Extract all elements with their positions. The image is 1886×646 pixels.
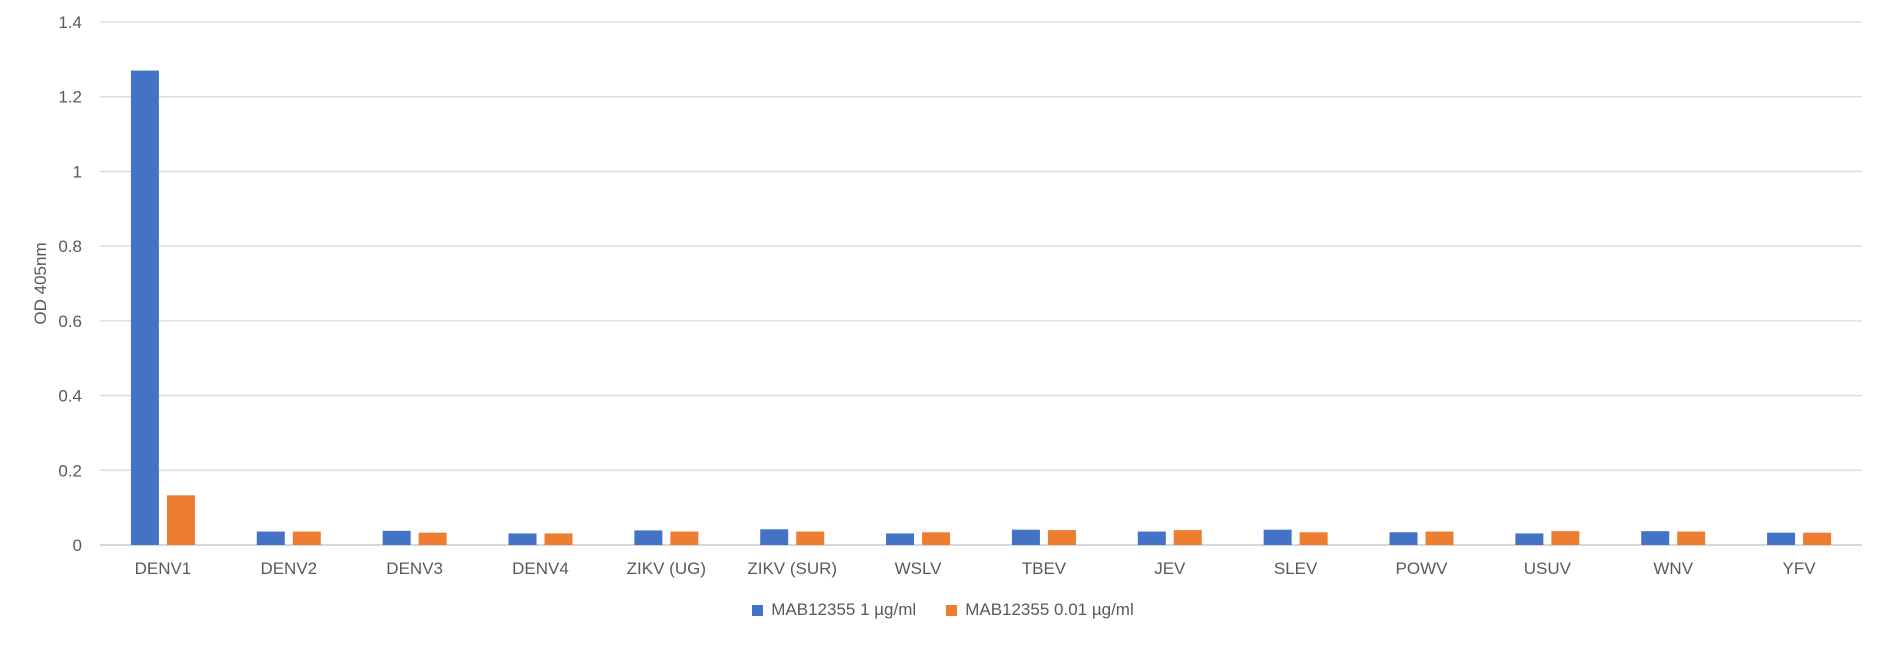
bar [1767, 532, 1796, 545]
bar [634, 530, 663, 545]
bar [1641, 531, 1670, 545]
x-tick-label: POWV [1396, 559, 1449, 578]
bar [1047, 530, 1076, 545]
bar [760, 529, 789, 545]
bar [1137, 531, 1166, 545]
legend-label-series-2: MAB12355 0.01 µg/ml [965, 600, 1134, 619]
y-tick-label: 0.6 [58, 312, 82, 331]
y-tick-label: 0.8 [58, 237, 82, 256]
bar [796, 531, 825, 545]
bar [130, 70, 159, 546]
bar [1011, 529, 1040, 545]
x-tick-label: WNV [1653, 559, 1693, 578]
y-tick-label: 1.4 [58, 13, 82, 32]
legend-label-series-1: MAB12355 1 µg/ml [771, 600, 917, 619]
x-tick-label: DENV2 [260, 559, 317, 578]
bar [256, 531, 285, 545]
y-tick-label: 1 [73, 162, 82, 181]
bar [1677, 531, 1706, 545]
legend-swatch-series-2 [946, 604, 958, 616]
bar [292, 531, 321, 545]
legend-item-series-2: MAB12355 0.01 µg/ml [946, 600, 1134, 620]
x-tick-label: ZIKV (UG) [627, 559, 706, 578]
x-tick-label: TBEV [1022, 559, 1067, 578]
bar [1299, 532, 1328, 545]
x-tick-label: DENV1 [135, 559, 192, 578]
bar [1551, 531, 1580, 545]
x-tick-label: DENV3 [386, 559, 443, 578]
bar [418, 532, 447, 545]
y-axis-title: OD 405nm [31, 242, 50, 324]
x-tick-label: WSLV [895, 559, 943, 578]
bar [1173, 530, 1202, 545]
bar [1803, 532, 1832, 545]
y-tick-label: 0 [73, 536, 82, 555]
bar [670, 531, 699, 545]
bar [382, 530, 411, 545]
x-tick-label: USUV [1524, 559, 1572, 578]
bar [1389, 532, 1418, 545]
x-tick-label: DENV4 [512, 559, 569, 578]
y-tick-label: 0.2 [58, 461, 82, 480]
y-tick-label: 1.2 [58, 88, 82, 107]
bar [1425, 531, 1454, 545]
legend-swatch-series-1 [752, 604, 764, 616]
bar [922, 532, 951, 545]
legend: MAB12355 1 µg/ml MAB12355 0.01 µg/ml [0, 600, 1886, 620]
bar [508, 533, 537, 545]
bar [1263, 529, 1292, 545]
x-tick-label: JEV [1154, 559, 1186, 578]
x-tick-label: YFV [1783, 559, 1817, 578]
y-tick-label: 0.4 [58, 387, 82, 406]
x-tick-label: ZIKV (SUR) [747, 559, 837, 578]
bar [1515, 533, 1544, 545]
x-tick-label: SLEV [1274, 559, 1318, 578]
legend-item-series-1: MAB12355 1 µg/ml [752, 600, 916, 620]
bar [544, 533, 573, 545]
bar [886, 533, 915, 545]
bar [166, 495, 195, 545]
